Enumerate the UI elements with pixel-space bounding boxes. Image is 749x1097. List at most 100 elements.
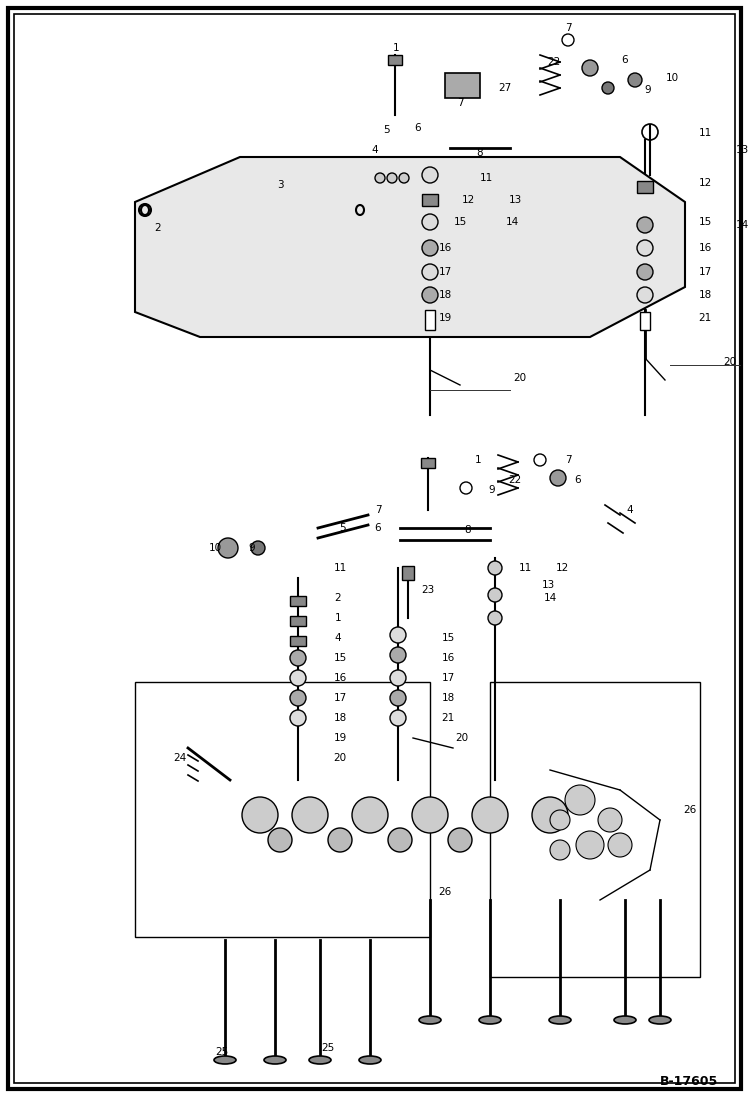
Text: 1: 1 xyxy=(335,613,342,623)
Bar xyxy=(422,194,438,206)
Circle shape xyxy=(388,828,412,852)
Text: 18: 18 xyxy=(438,290,452,299)
Text: 9: 9 xyxy=(488,485,495,495)
Text: 7: 7 xyxy=(457,98,464,108)
Circle shape xyxy=(602,82,614,94)
Text: 23: 23 xyxy=(422,585,434,595)
Text: 21: 21 xyxy=(698,313,712,323)
Bar xyxy=(421,459,435,468)
Text: 16: 16 xyxy=(438,244,452,253)
Bar xyxy=(290,617,306,626)
Text: 1: 1 xyxy=(392,43,399,53)
Ellipse shape xyxy=(479,1016,501,1024)
Circle shape xyxy=(422,287,438,303)
Circle shape xyxy=(399,173,409,183)
Circle shape xyxy=(565,785,595,815)
Text: 1: 1 xyxy=(475,455,482,465)
Text: 9: 9 xyxy=(249,543,255,553)
Bar xyxy=(290,596,306,606)
Text: 25: 25 xyxy=(216,1047,228,1058)
Text: 27: 27 xyxy=(498,83,512,93)
Circle shape xyxy=(448,828,472,852)
Text: 6: 6 xyxy=(415,123,421,133)
Circle shape xyxy=(550,470,566,486)
Circle shape xyxy=(608,833,632,857)
Circle shape xyxy=(375,173,385,183)
Text: 21: 21 xyxy=(441,713,455,723)
Ellipse shape xyxy=(419,1016,441,1024)
Text: 7: 7 xyxy=(565,455,571,465)
Circle shape xyxy=(290,651,306,666)
Text: 13: 13 xyxy=(736,145,748,155)
Circle shape xyxy=(488,611,502,625)
Ellipse shape xyxy=(649,1016,671,1024)
Ellipse shape xyxy=(359,1056,381,1064)
Text: 20: 20 xyxy=(333,753,347,764)
Circle shape xyxy=(576,832,604,859)
Text: 4: 4 xyxy=(627,505,634,514)
Text: 19: 19 xyxy=(438,313,452,323)
Text: 7: 7 xyxy=(565,23,571,33)
Circle shape xyxy=(268,828,292,852)
Text: 7: 7 xyxy=(374,505,381,514)
Text: 8: 8 xyxy=(464,525,471,535)
Text: 12: 12 xyxy=(555,563,568,573)
Text: 2: 2 xyxy=(155,223,161,233)
Text: 3: 3 xyxy=(276,180,283,190)
Text: 6: 6 xyxy=(574,475,581,485)
Text: 22: 22 xyxy=(509,475,521,485)
Text: 8: 8 xyxy=(476,148,483,158)
Text: 15: 15 xyxy=(453,217,467,227)
Text: 26: 26 xyxy=(683,805,697,815)
Text: 16: 16 xyxy=(698,244,712,253)
Text: B-17605: B-17605 xyxy=(660,1075,718,1088)
Circle shape xyxy=(218,538,238,558)
Polygon shape xyxy=(135,157,685,337)
Text: 6: 6 xyxy=(374,523,381,533)
Circle shape xyxy=(242,798,278,833)
Text: 5: 5 xyxy=(383,125,389,135)
Text: 15: 15 xyxy=(333,653,347,663)
Circle shape xyxy=(422,167,438,183)
Text: 13: 13 xyxy=(542,580,554,590)
Text: 2: 2 xyxy=(335,593,342,603)
Text: 15: 15 xyxy=(698,217,712,227)
Text: 17: 17 xyxy=(441,672,455,683)
Text: 4: 4 xyxy=(335,633,342,643)
Text: 16: 16 xyxy=(333,672,347,683)
Bar xyxy=(445,73,480,98)
Text: 20: 20 xyxy=(724,357,736,367)
Circle shape xyxy=(352,798,388,833)
Text: 13: 13 xyxy=(509,195,521,205)
Ellipse shape xyxy=(214,1056,236,1064)
Ellipse shape xyxy=(309,1056,331,1064)
Text: 16: 16 xyxy=(441,653,455,663)
Text: 14: 14 xyxy=(543,593,557,603)
Circle shape xyxy=(582,60,598,76)
Text: 26: 26 xyxy=(438,887,452,897)
Text: 18: 18 xyxy=(441,693,455,703)
Text: 19: 19 xyxy=(333,733,347,743)
Text: 18: 18 xyxy=(698,290,712,299)
Circle shape xyxy=(488,588,502,602)
Text: 6: 6 xyxy=(622,55,628,65)
Text: 20: 20 xyxy=(513,373,527,383)
Text: 22: 22 xyxy=(548,57,560,67)
Text: 11: 11 xyxy=(479,173,493,183)
Circle shape xyxy=(390,647,406,663)
Circle shape xyxy=(412,798,448,833)
Circle shape xyxy=(628,73,642,87)
Circle shape xyxy=(290,710,306,726)
Text: 17: 17 xyxy=(438,267,452,278)
Circle shape xyxy=(328,828,352,852)
Circle shape xyxy=(637,264,653,280)
Circle shape xyxy=(637,217,653,233)
Text: 12: 12 xyxy=(461,195,475,205)
Ellipse shape xyxy=(614,1016,636,1024)
Bar xyxy=(290,636,306,646)
Circle shape xyxy=(532,798,568,833)
Circle shape xyxy=(390,690,406,706)
Text: 10: 10 xyxy=(208,543,222,553)
Circle shape xyxy=(290,690,306,706)
Circle shape xyxy=(290,670,306,686)
